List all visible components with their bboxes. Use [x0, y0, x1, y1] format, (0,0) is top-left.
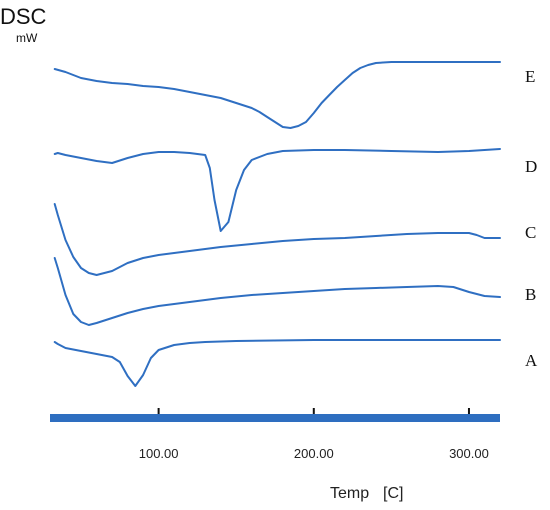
curve-e — [53, 61, 501, 129]
curve-d — [53, 148, 501, 232]
curves-group — [53, 61, 501, 387]
curve-a — [53, 339, 501, 387]
curve-b — [53, 257, 501, 326]
curve-c — [53, 203, 501, 276]
x-tick-label: 300.00 — [449, 446, 489, 461]
curve-label-a: A — [525, 351, 538, 370]
x-axis-label: Temp — [330, 485, 369, 502]
y-axis-label: DSC — [0, 4, 47, 29]
curve-labels-group: E D C B A — [525, 67, 538, 370]
y-axis-unit: mW — [16, 31, 38, 45]
x-ticks-group: 100.00 200.00 300.00 — [139, 408, 489, 461]
curve-label-b: B — [525, 285, 536, 304]
curve-label-e: E — [525, 67, 535, 86]
x-axis-bar — [50, 414, 500, 422]
curve-label-d: D — [525, 157, 537, 176]
x-tick-label: 200.00 — [294, 446, 334, 461]
x-tick-label: 100.00 — [139, 446, 179, 461]
x-axis-unit: [C] — [383, 485, 403, 502]
curve-label-c: C — [525, 223, 536, 242]
